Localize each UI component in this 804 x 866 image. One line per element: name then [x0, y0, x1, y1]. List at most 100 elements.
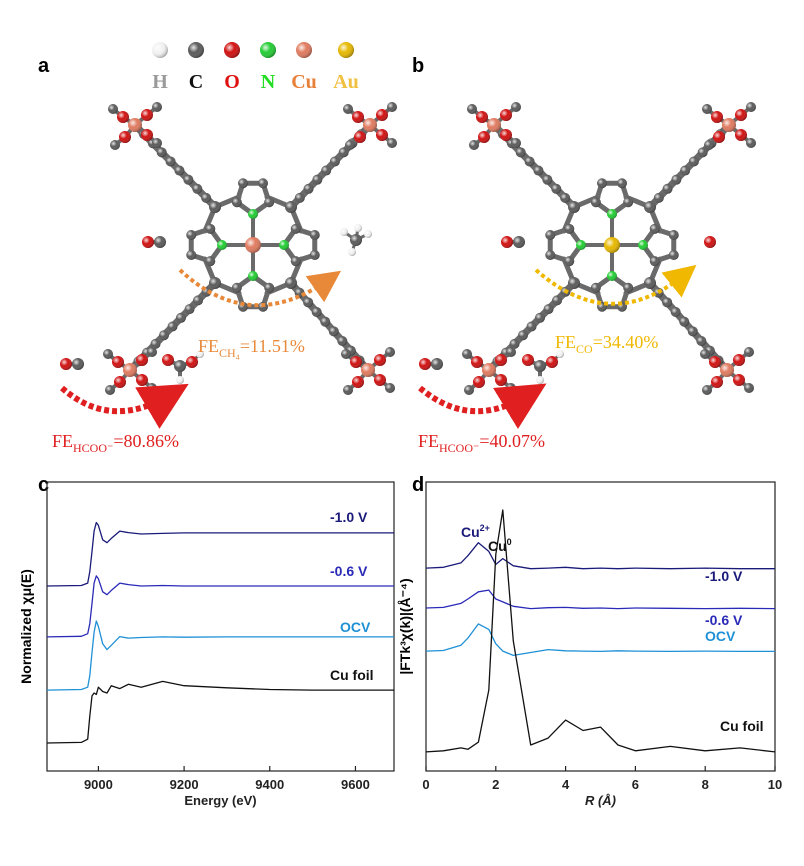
- atom-shine: [309, 230, 320, 241]
- atom-shine: [201, 192, 212, 203]
- atom-shine: [188, 42, 204, 58]
- atom-shine: [141, 129, 153, 141]
- atom-shine: [290, 256, 301, 267]
- atom-shine: [722, 118, 736, 132]
- atom-shine: [337, 336, 348, 346]
- series-label: Cu foil: [330, 667, 374, 683]
- x-tick-label: 0: [422, 777, 429, 792]
- atom-shine: [110, 140, 120, 150]
- atom-shine: [183, 174, 194, 185]
- atom-shine: [506, 383, 516, 393]
- atom-shine: [205, 223, 216, 234]
- atom-shine: [473, 376, 485, 388]
- atom-shine: [688, 156, 699, 167]
- atom-shine: [462, 349, 472, 359]
- atom-shine: [607, 209, 617, 219]
- x-tick-label: 9600: [341, 777, 370, 792]
- atom-shine: [309, 249, 320, 260]
- atom-shine: [696, 336, 707, 346]
- atom-shine: [294, 192, 305, 203]
- atom-shine: [431, 358, 443, 370]
- atom-shine: [303, 183, 314, 194]
- atom-shine: [522, 354, 534, 366]
- atom-shine: [112, 356, 124, 368]
- atom-shine: [733, 374, 745, 386]
- atom-shine: [556, 350, 564, 358]
- atom-shine: [735, 109, 747, 121]
- fe-sub: CH₄: [219, 346, 240, 360]
- atom-shine: [471, 356, 483, 368]
- plot-frame: [46, 481, 395, 772]
- atom-shine: [500, 109, 512, 121]
- atom-shine: [535, 312, 545, 323]
- atom-shine: [343, 104, 353, 114]
- atom-shine: [469, 140, 479, 150]
- atom-shine: [464, 385, 474, 395]
- atom-shine: [702, 104, 712, 114]
- atom-shine: [231, 282, 242, 293]
- atom-shine: [152, 102, 162, 112]
- fe-sub: CO: [576, 342, 593, 356]
- atom-shine: [680, 165, 691, 176]
- atom-shine: [186, 230, 197, 241]
- atom-shine: [264, 282, 275, 293]
- spectrum-line: [425, 509, 776, 753]
- atom-shine: [136, 354, 148, 366]
- atom-shine: [511, 138, 521, 148]
- arrow: [418, 383, 547, 429]
- panel-label: c: [38, 474, 49, 496]
- atom-shine: [387, 102, 397, 112]
- atom-shine: [590, 282, 601, 293]
- x-tick-label: 6: [632, 777, 639, 792]
- atom-shine: [114, 376, 126, 388]
- atom-shine: [568, 201, 580, 213]
- atom-shine: [376, 129, 388, 141]
- atom-shine: [238, 178, 249, 189]
- arrow: [534, 264, 697, 306]
- atom-shine: [704, 236, 716, 248]
- plot-frame: [425, 481, 776, 772]
- atom-shine: [147, 347, 157, 357]
- atom-shine: [224, 42, 240, 58]
- atom-shine: [515, 147, 526, 158]
- spectrum-line: [46, 575, 394, 638]
- atom-shine: [348, 248, 356, 256]
- atom-shine: [154, 236, 166, 248]
- atom-shine: [341, 349, 351, 359]
- atom-shine: [662, 183, 673, 194]
- atom-shine: [704, 140, 714, 150]
- atom-shine: [217, 240, 227, 250]
- atom-shine: [376, 109, 388, 121]
- atom-shine: [303, 297, 314, 308]
- atom-shine: [545, 249, 556, 260]
- atom-shine: [108, 104, 118, 114]
- atom-shine: [374, 354, 386, 366]
- annotation-sup: 0: [507, 537, 512, 547]
- series-label: -0.6 V: [705, 612, 743, 628]
- atom-shine: [616, 178, 627, 189]
- atom-shine: [568, 277, 580, 289]
- atom-shine: [513, 236, 525, 248]
- arrow: [178, 268, 342, 308]
- x-tick-label: 9000: [84, 777, 113, 792]
- fe-sub: HCOO⁻: [73, 441, 113, 455]
- atom-shine: [354, 224, 362, 232]
- annotation-text: Cu: [488, 538, 507, 554]
- atom-shine: [653, 192, 664, 203]
- atom-shine: [352, 111, 364, 123]
- spectrum-line: [46, 620, 394, 691]
- atom-shine: [72, 358, 84, 370]
- spectrum-line: [425, 589, 776, 610]
- legend-label: Cu: [291, 71, 317, 93]
- atom-shine: [329, 156, 340, 167]
- atom-shine: [361, 363, 375, 377]
- atom-shine: [590, 197, 601, 208]
- x-tick-label: 8: [702, 777, 709, 792]
- atom-shine: [374, 374, 386, 386]
- atom-shine: [60, 358, 72, 370]
- atom-shine: [156, 147, 167, 158]
- atom-shine: [387, 138, 397, 148]
- atom-shine: [165, 156, 176, 167]
- atom-shine: [495, 354, 507, 366]
